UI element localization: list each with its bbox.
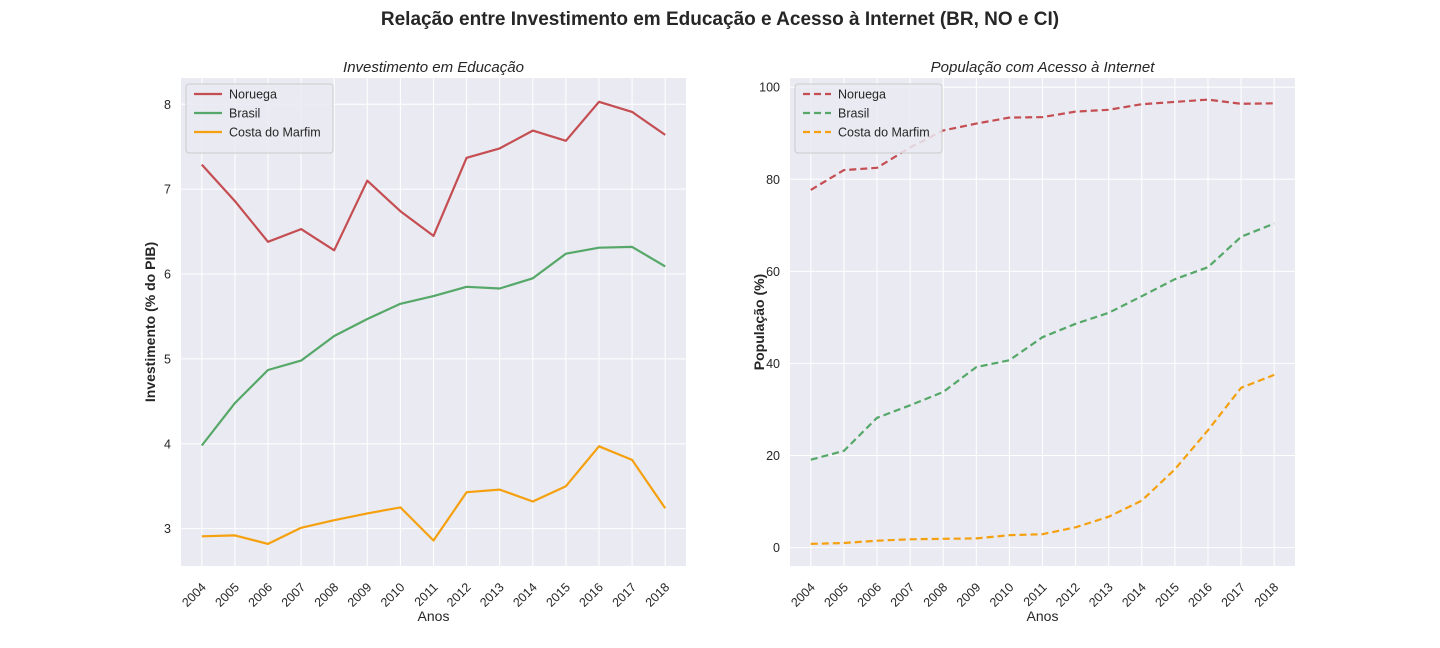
- y-tick-label: 60: [766, 265, 780, 279]
- x-tick-label: 2016: [1186, 580, 1216, 610]
- legend: Noruega Brasil Costa do Marfim: [794, 83, 943, 154]
- x-tick-label: 2015: [543, 580, 573, 610]
- y-tick-label: 100: [759, 81, 780, 95]
- x-tick-label: 2004: [788, 580, 818, 610]
- chart-title: Investimento em Educação: [343, 59, 524, 76]
- x-tick-label: 2006: [246, 580, 276, 610]
- legend: Noruega Brasil Costa do Marfim: [185, 83, 334, 154]
- y-tick-label: 3: [164, 522, 171, 536]
- series-line-noruega: [200, 100, 666, 252]
- x-tick-label: 2016: [577, 580, 607, 610]
- y-tick-label: 0: [773, 541, 780, 555]
- x-tick-label: 2012: [444, 580, 474, 610]
- x-tick-label: 2013: [477, 580, 507, 610]
- x-tick-label: 2007: [888, 580, 918, 610]
- y-tick-label: 20: [766, 449, 780, 463]
- x-tick-label: 2018: [643, 580, 673, 610]
- x-tick-label: 2011: [412, 580, 441, 609]
- chart-panel-2: 0 20 40 60 80 100 2004 2005 2006 2007 2008 2009 2010…: [751, 59, 1295, 624]
- x-tick-label: 2004: [179, 580, 209, 610]
- legend-label: Brasil: [838, 107, 869, 121]
- legend-label: Brasil: [229, 107, 260, 121]
- x-tick-label: 2009: [345, 580, 375, 610]
- legend-label: Costa do Marfim: [838, 126, 930, 140]
- y-tick-label: 7: [164, 183, 171, 197]
- y-tick-label: 5: [164, 352, 171, 366]
- x-tick-label: 2010: [378, 580, 408, 610]
- x-axis-label: Anos: [1027, 608, 1059, 624]
- figure-title: Relação entre Investimento em Educação e…: [380, 9, 1060, 30]
- x-tick-label: 2017: [610, 580, 640, 610]
- x-tick-label: 2009: [954, 580, 984, 610]
- x-tick-label: 2005: [821, 580, 851, 610]
- y-axis-label: População (%): [751, 274, 767, 370]
- series-line-noruega: [810, 98, 1275, 191]
- x-tick-label: 2005: [212, 580, 242, 610]
- x-tick-label: 2017: [1219, 580, 1249, 610]
- x-tick-label: 2007: [279, 580, 309, 610]
- x-tick-label: 2015: [1152, 580, 1182, 610]
- y-tick-label: 4: [164, 437, 171, 451]
- x-tick-label: 2018: [1252, 580, 1282, 610]
- series-line-costa-do-marfim: [810, 373, 1275, 545]
- legend-box: [185, 83, 334, 154]
- x-tick-label: 2008: [312, 580, 342, 610]
- x-tick-label: 2014: [510, 580, 540, 610]
- x-tick-label: 2014: [1119, 580, 1149, 610]
- y-tick-label: 80: [766, 173, 780, 187]
- x-tick-label: 2012: [1053, 580, 1083, 610]
- x-tick-label: 2008: [921, 580, 951, 610]
- x-tick-label: 2010: [987, 580, 1017, 610]
- y-tick-label: 40: [766, 357, 780, 371]
- x-tick-label: 2011: [1021, 580, 1050, 609]
- legend-label: Noruega: [229, 88, 277, 102]
- x-tick-label: 2006: [855, 580, 885, 610]
- series-line-costa-do-marfim: [201, 445, 667, 545]
- x-tick-label: 2013: [1086, 580, 1116, 610]
- legend-label: Noruega: [838, 88, 886, 102]
- y-axis-label: Investimento (% do PIB): [142, 242, 158, 402]
- x-axis-label: Anos: [418, 608, 450, 624]
- legend-label: Costa do Marfim: [229, 126, 321, 140]
- series-line-brasil: [200, 245, 666, 447]
- chart-title: População com Acesso à Internet: [931, 59, 1156, 76]
- y-tick-label: 8: [164, 98, 171, 112]
- legend-box: [794, 83, 943, 154]
- y-tick-label: 6: [164, 268, 171, 282]
- series-line-brasil: [810, 222, 1275, 461]
